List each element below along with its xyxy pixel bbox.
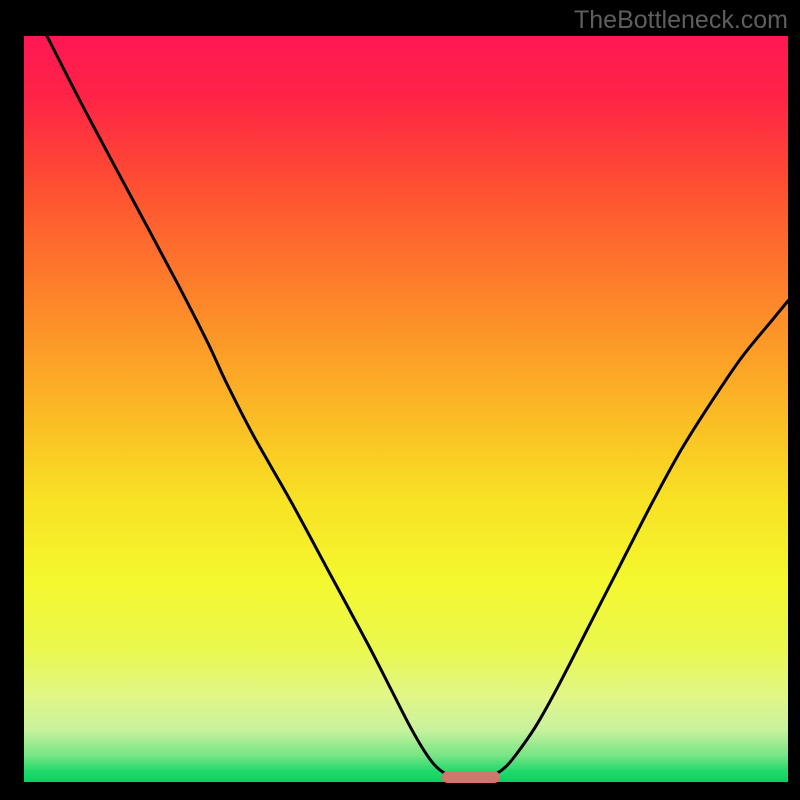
gradient-background bbox=[24, 36, 788, 782]
chart-stage: TheBottleneck.com bbox=[0, 0, 800, 800]
optimal-range-marker bbox=[442, 771, 499, 783]
plot-area bbox=[24, 36, 788, 782]
watermark-text: TheBottleneck.com bbox=[574, 6, 788, 35]
